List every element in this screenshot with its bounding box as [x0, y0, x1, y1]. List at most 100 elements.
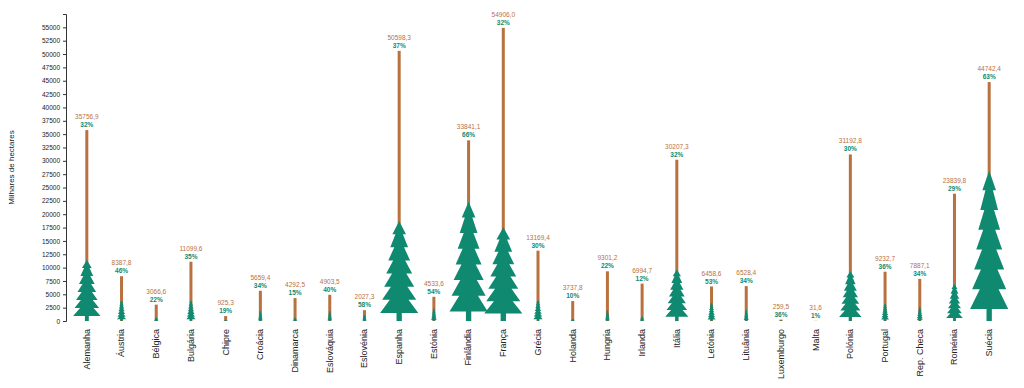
y-tick-mark: [63, 228, 66, 229]
y-tick-label: 5000: [46, 291, 61, 298]
x-tick-label: Chipre: [221, 329, 231, 356]
y-tick-mark: [63, 241, 66, 242]
value-label: 925,3: [218, 299, 235, 306]
tree: [223, 320, 228, 321]
y-axis-title: Milhares de hectares: [7, 130, 16, 204]
x-tick: Eslováquia: [325, 329, 335, 373]
y-tick-label: 12500: [42, 251, 60, 258]
share-label: 10%: [566, 292, 579, 299]
y-tick-label: 40000: [42, 104, 60, 111]
y-tick: 5000: [46, 291, 66, 298]
y-tick: 42500: [42, 91, 66, 98]
tree: [73, 260, 100, 321]
share-label: 58%: [358, 301, 371, 308]
value-label: 9232,7: [875, 255, 895, 262]
tree: [484, 227, 522, 321]
tree: [533, 300, 542, 321]
y-tick-label: 20000: [42, 211, 60, 218]
x-tick-label: Áustria: [116, 329, 126, 357]
series-tree: [73, 171, 1008, 321]
share-label: 53%: [705, 278, 718, 285]
plot: 0250050007500100001250015000175002000022…: [42, 11, 1008, 379]
x-tick-label: Croácia: [255, 329, 265, 360]
share-label: 30%: [531, 242, 544, 249]
share-label: 34%: [740, 277, 753, 284]
y-tick: 27500: [42, 171, 66, 178]
x-tick: Espanha: [394, 329, 404, 365]
x-tick: Finlândia: [463, 329, 473, 366]
y-tick: 52500: [42, 37, 66, 44]
y-tick-mark: [63, 94, 66, 95]
share-label: 66%: [462, 131, 475, 138]
tree: [154, 317, 159, 321]
tree: [186, 300, 195, 321]
y-tick-mark: [63, 107, 66, 108]
share-label: 36%: [774, 311, 787, 318]
y-tick-mark: [63, 308, 66, 309]
y-tick: 17500: [42, 224, 66, 231]
x-tick-label: França: [498, 329, 508, 357]
x-tick-label: Letónia: [706, 329, 716, 359]
value-label: 6994,7: [632, 267, 652, 274]
tree: [707, 303, 715, 321]
y-tick-mark: [63, 294, 66, 295]
y-tick: 7500: [46, 278, 66, 285]
tree: [362, 315, 367, 321]
y-tick-label: 10000: [42, 264, 60, 271]
x-tick: Portugal: [880, 329, 890, 363]
x-tick-label: Hungria: [602, 329, 612, 361]
share-label: 34%: [254, 282, 267, 289]
value-label: 44742,4: [977, 65, 1001, 72]
value-label: 31,6: [809, 304, 822, 311]
y-tick-mark: [63, 201, 66, 202]
x-tick-label: Bélgica: [151, 329, 161, 359]
bar: [814, 320, 817, 321]
share-label: 32%: [670, 151, 683, 158]
share-label: 32%: [80, 121, 93, 128]
y-tick-label: 42500: [42, 91, 60, 98]
y-tick-mark: [63, 27, 66, 28]
y-tick-label: 47500: [42, 64, 60, 71]
x-tick: Estónia: [429, 329, 439, 359]
y-tick-mark: [63, 161, 66, 162]
y-tick-label: 22500: [42, 197, 60, 204]
tree: [327, 311, 332, 321]
value-label: 4292,5: [285, 281, 305, 288]
x-tick-label: Suécia: [984, 329, 994, 357]
y-tick: 2500: [46, 304, 66, 311]
y-tick: 25000: [42, 184, 66, 191]
y-tick-label: 30000: [42, 157, 60, 164]
y-axis: 0250050007500100001250015000175002000022…: [42, 15, 67, 325]
value-label: 6458,6: [702, 270, 722, 277]
share-label: 63%: [983, 73, 996, 80]
tree: [293, 318, 298, 321]
series-bar: [85, 28, 990, 321]
y-tick-mark: [63, 281, 66, 282]
share-label: 12%: [636, 275, 649, 282]
share-label: 34%: [913, 270, 926, 277]
value-label: 4903,5: [320, 278, 340, 285]
value-label: 4533,6: [424, 280, 444, 287]
value-label: 7887,1: [910, 262, 930, 269]
tree: [917, 307, 923, 321]
value-label: 50598,3: [387, 34, 411, 41]
x-tick-label: Espanha: [394, 329, 404, 365]
y-tick-label: 45000: [42, 77, 60, 84]
x-tick: Letónia: [706, 329, 716, 359]
x-tick: Polónia: [845, 329, 855, 359]
y-tick-label: 37500: [42, 117, 60, 124]
value-label: 5659,4: [250, 274, 270, 281]
tree: [946, 284, 963, 321]
tree: [640, 317, 645, 321]
y-tick-label: 15000: [42, 237, 60, 244]
bar: [571, 301, 574, 321]
share-label: 29%: [948, 185, 961, 192]
x-tick-label: Lituânia: [741, 329, 751, 361]
x-tick: Dinamarca: [290, 329, 300, 373]
x-tick-label: Finlândia: [463, 329, 473, 366]
x-tick: Alemanha: [82, 329, 92, 370]
y-tick: 35000: [42, 131, 66, 138]
y-tick-mark: [63, 134, 66, 135]
y-tick-mark: [63, 268, 66, 269]
y-tick-mark: [63, 321, 66, 322]
